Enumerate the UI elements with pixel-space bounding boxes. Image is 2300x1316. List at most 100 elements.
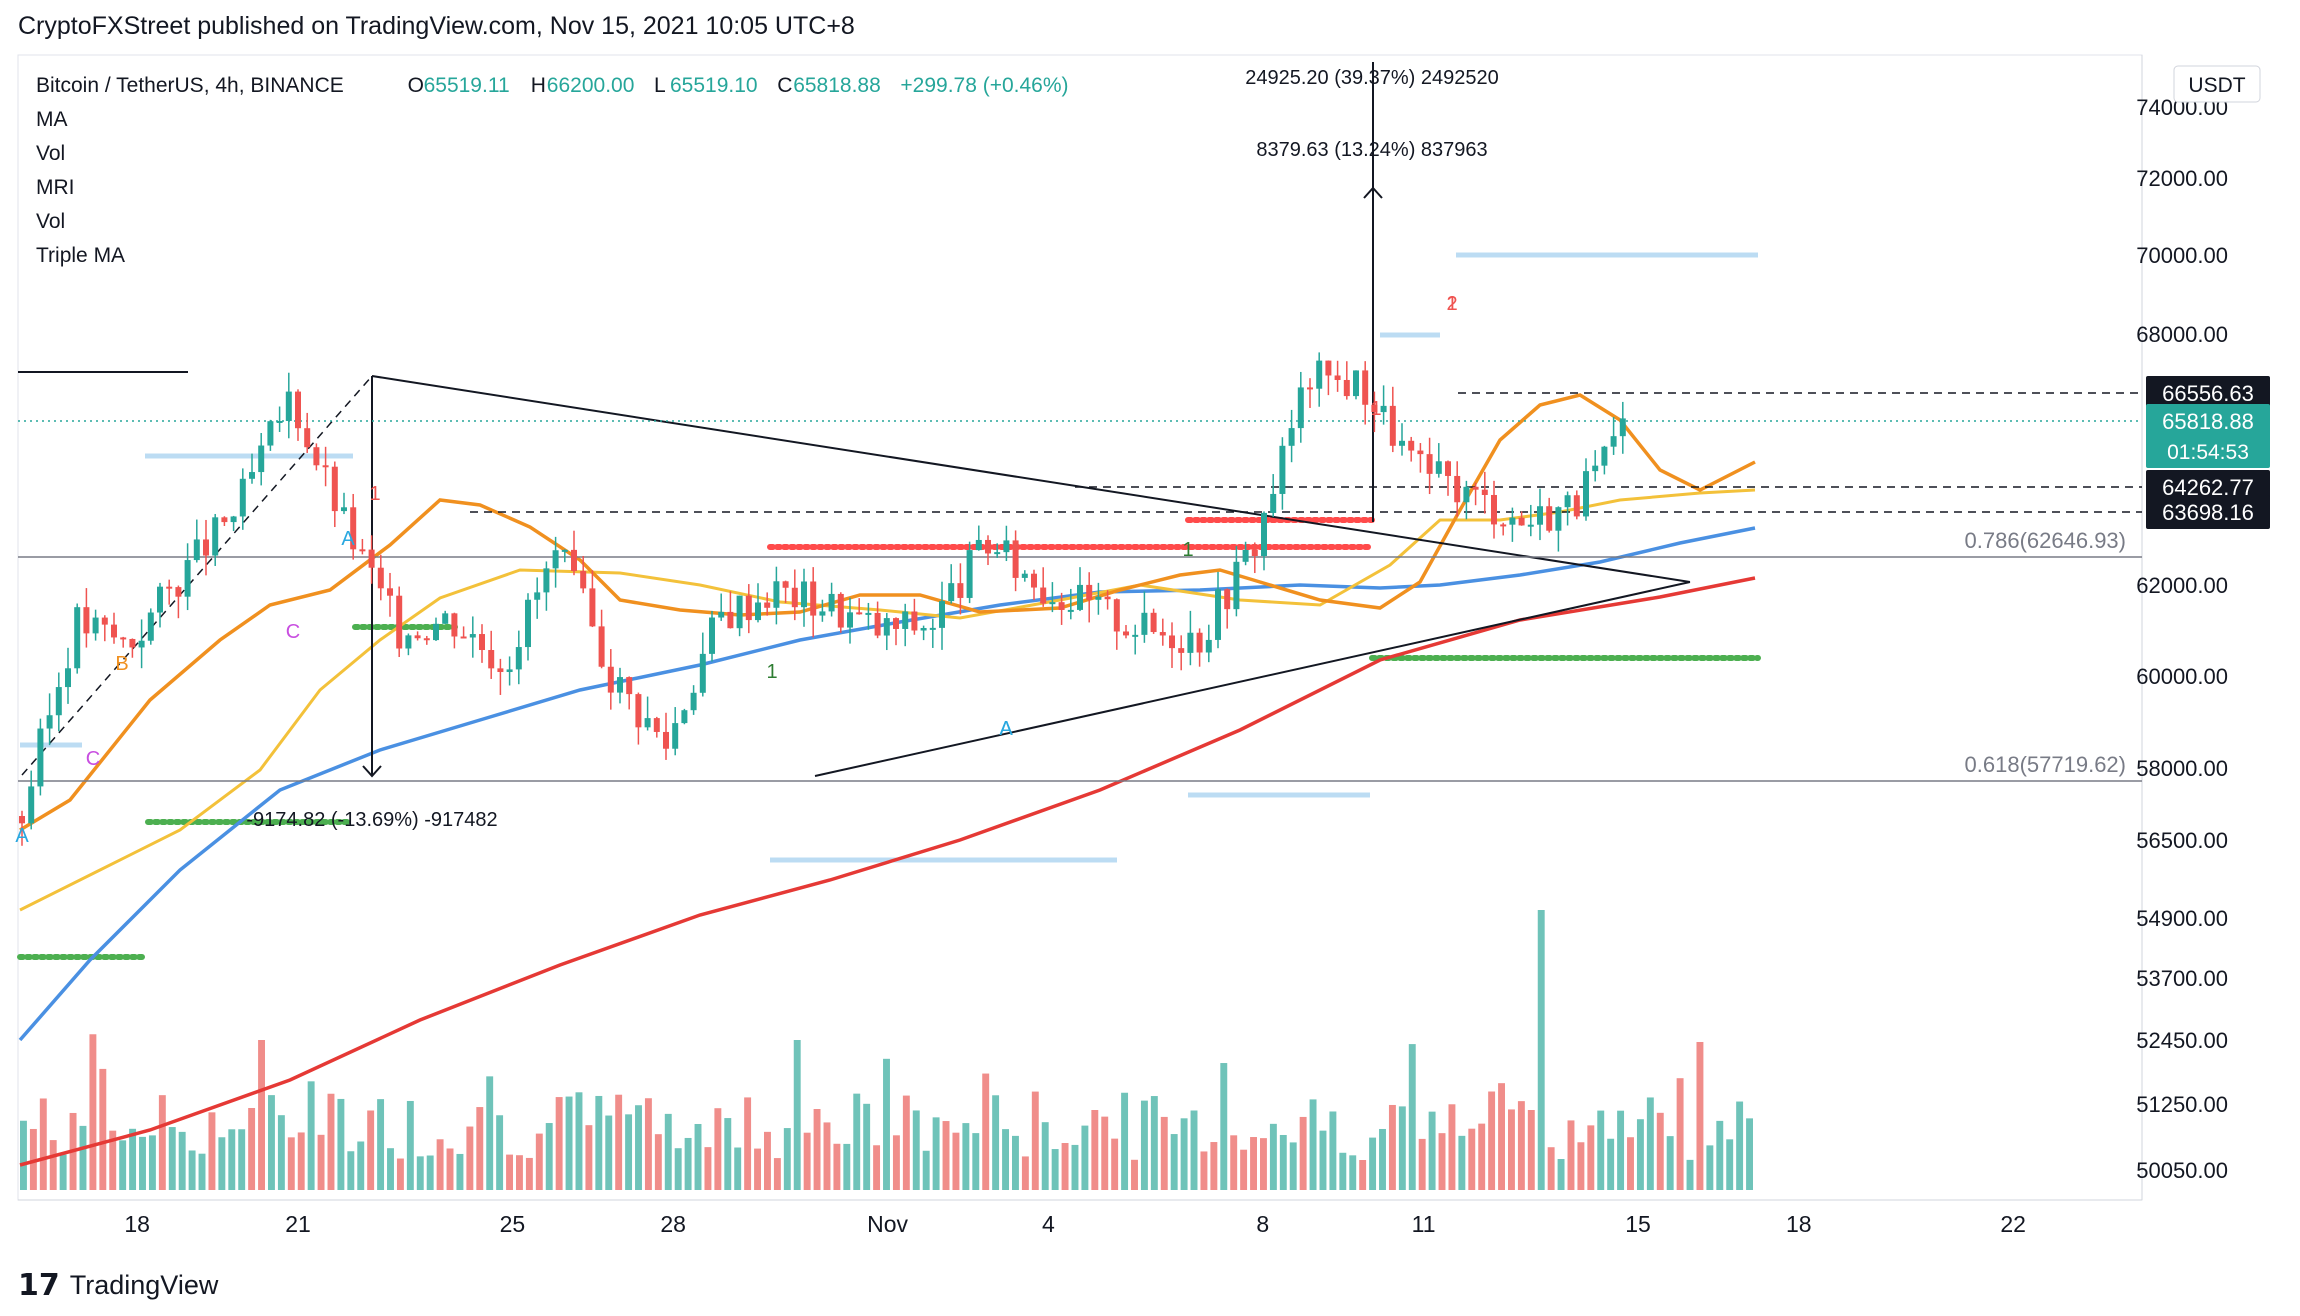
volume-bar [347,1151,355,1190]
candle-body [957,583,964,598]
volume-bar [1369,1137,1377,1190]
candle-body [1334,375,1341,380]
candle-body [663,731,669,749]
candle-body [46,715,53,729]
volume-bar [396,1158,404,1190]
candle-body [1178,648,1185,653]
volume-bar [1279,1134,1287,1190]
volume-bar [704,1147,712,1190]
volume-bar [1131,1159,1138,1190]
volume-bar [595,1095,603,1190]
y-tick-label: 50050.00 [2136,1158,2228,1183]
volume-bar [456,1153,464,1190]
price-tag-value: 63698.16 [2162,500,2254,525]
candle-body [1362,370,1369,405]
candle-body [1215,589,1221,640]
volume-bar [1051,1149,1059,1190]
marker-label: 1 [1182,539,1193,561]
candle-body [1150,612,1157,633]
volume-bar [1289,1142,1297,1190]
candle-body [828,593,835,612]
fib-level-label: 0.786(62646.93) [1965,528,2126,553]
volume-bar [684,1137,692,1190]
candle-body [1371,404,1378,413]
volume-bar [605,1115,613,1190]
candle-body [644,718,651,728]
candle-body [120,637,127,640]
volume-bar [1398,1106,1406,1190]
volume-bar [277,1115,285,1190]
y-tick-label: 72000.00 [2136,166,2228,191]
volume-bar [535,1133,543,1190]
volume-bar [635,1105,642,1190]
volume-bar [1508,1109,1515,1190]
candle-body [1573,495,1580,517]
volume-bar [1140,1100,1148,1190]
candle-body [212,517,219,556]
y-tick-label: 68000.00 [2136,322,2228,347]
candle-body [580,571,587,589]
volume-bar [1240,1149,1248,1190]
candle-body [1021,573,1028,578]
volume-bar [49,1140,57,1190]
marker-label: A [341,528,355,550]
marker-label: 1 [369,483,380,505]
currency-button[interactable] [2173,65,2261,103]
price-tag-box [2146,404,2270,468]
candle-body [773,581,780,608]
candle-body [1031,573,1037,588]
legend-indicator: Vol [36,142,65,165]
volume-bar [853,1093,861,1190]
legend-o-label: O [408,74,424,97]
volume-bar [1438,1133,1446,1190]
volume-bar [466,1126,474,1190]
tradingview-logo[interactable]: 𝟭𝟳 TradingView [18,1268,218,1303]
candle-body [589,588,596,627]
volume-bar [1557,1159,1565,1190]
candle-body [1353,370,1359,397]
candle-body [304,428,311,448]
candle-body [607,666,614,693]
candle-body [939,601,945,628]
candle-body [543,568,550,593]
volume-bar [992,1095,1000,1190]
ma-blue-line [18,526,1756,1042]
volume-bar [158,1095,166,1190]
volume-bar [228,1129,236,1190]
volume-bar [1656,1112,1664,1190]
published-header: CryptoFXStreet published on TradingView.… [18,12,855,40]
legend-l-label: L [654,74,666,97]
volume-bar [1349,1155,1357,1190]
volume-bar [1309,1099,1317,1190]
volume-bar [337,1098,345,1190]
candle-body [1500,524,1507,527]
x-tick-label: 4 [1042,1211,1055,1237]
volume-bar [1666,1136,1674,1190]
volume-bar [317,1134,325,1190]
volume-bar [734,1147,742,1190]
x-tick-label: 11 [1412,1211,1436,1237]
candle-body [1261,512,1267,556]
candle-body [801,581,807,608]
candle-body [1527,524,1534,527]
volume-bar [932,1117,940,1190]
candle-body [745,595,752,621]
volume-bar [59,1154,67,1190]
candle-body [1325,360,1332,376]
ma-orange-line [19,393,1756,832]
volume-bar [902,1095,910,1190]
candle-body [276,420,283,423]
candle-body [736,595,743,629]
candle-body [359,549,366,552]
candle-body [819,611,826,616]
volume-bar [892,1135,900,1190]
candle-body [1067,609,1074,612]
triangle-lower-trendline [814,581,1691,777]
candle-body [948,583,955,602]
volume-bar [1458,1135,1466,1190]
volume-bar [654,1134,662,1190]
volume-bar [793,1040,801,1190]
candle-body [985,539,991,554]
volume-bar [357,1141,365,1190]
